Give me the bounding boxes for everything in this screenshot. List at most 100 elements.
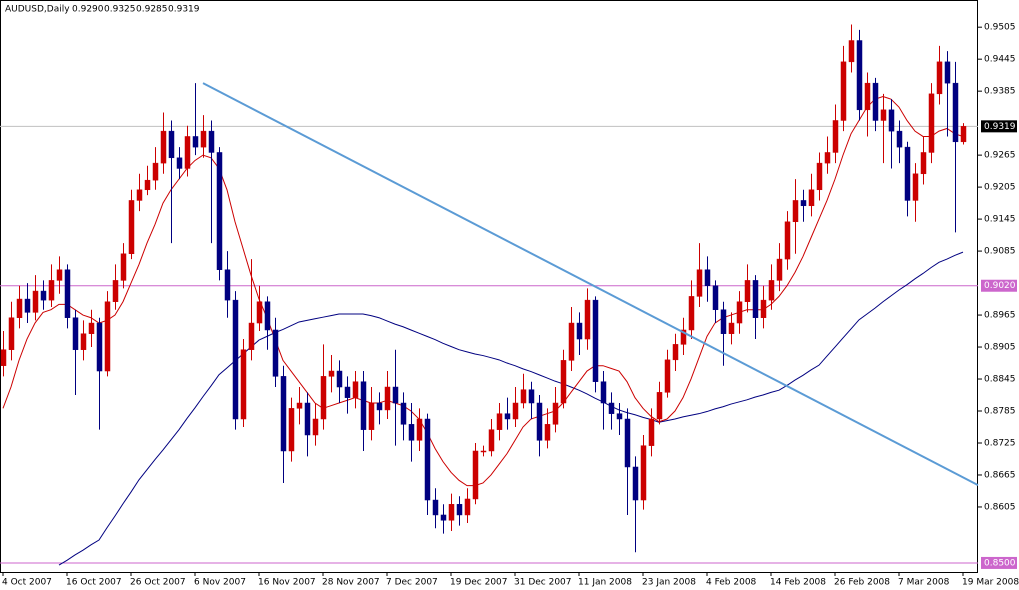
candle-body [8,317,15,350]
candle-body [320,376,327,420]
candle-body [200,130,207,148]
x-tick-label: 31 Dec 2007 [514,578,572,588]
candle-body [504,413,511,420]
candle-body [104,301,111,372]
candle-body [552,402,559,425]
candle-body [960,126,967,143]
candle-body [304,402,311,436]
candle-body [48,280,55,301]
candle-body [400,402,407,425]
y-tick-label: 0.8785 [984,407,1016,417]
candle-body [256,301,263,324]
candle-body [584,299,591,340]
y-tick-label: 0.9385 [984,87,1016,97]
candle-body [856,40,863,111]
candle-body [712,285,719,310]
candle-body [936,61,943,95]
x-tick-label: 26 Oct 2007 [130,578,186,588]
candle-body [560,360,567,404]
candle-body [744,280,751,302]
candle-body [784,221,791,260]
candle-body [144,179,151,191]
candle-body [536,402,543,441]
candle-body [24,298,31,313]
candle-body [752,280,759,318]
candle-body [848,40,855,63]
candle-body [216,152,223,270]
candle-body [120,253,127,281]
x-tick-label: 4 Oct 2007 [2,578,52,588]
candle-body [888,109,895,132]
x-tick-label: 4 Feb 2008 [706,578,757,588]
candle-body [592,299,599,382]
trend-line [202,82,979,486]
candle-body [728,322,735,334]
candle-body [368,402,375,430]
level-box [981,279,1017,292]
x-tick-label: 26 Feb 2008 [834,578,890,588]
candle-body [408,424,415,441]
candle-body [880,109,887,121]
candle-body [72,317,79,350]
candle-body [632,466,639,501]
candle-body [496,413,503,430]
candle-body [376,402,383,411]
candle-body [0,349,7,366]
x-tick-label: 23 Jan 2008 [642,578,696,588]
candle-body [720,309,727,334]
candle-body [776,258,783,281]
candle-body [688,296,695,331]
plot-frame [0,0,978,573]
candle-body [224,269,231,301]
y-tick-label: 0.9445 [984,55,1016,65]
candle-body [40,290,47,301]
candle-body [672,344,679,361]
candle-body [512,402,519,420]
candle-body [640,445,647,501]
x-tick-label: 11 Jan 2008 [578,578,632,588]
candle-body [208,130,215,153]
candle-body [160,130,167,164]
candle-body [944,61,951,84]
candle-body [576,322,583,340]
candle-body [912,173,919,201]
candle-body [520,389,527,404]
candle-body [96,322,103,372]
x-tick-label: 14 Feb 2008 [770,578,826,588]
ma-slow-line [58,251,964,566]
candle-body [360,381,367,430]
candle-body [192,136,199,148]
candle-body [696,269,703,297]
candle-body [488,429,495,452]
level-label: 0.9020 [984,281,1016,291]
candle-body [64,269,71,318]
x-tick-label: 7 Mar 2008 [898,578,950,588]
candle-body [832,120,839,153]
x-tick-label: 6 Nov 2007 [194,578,246,588]
level-box [981,556,1017,569]
candle-body [624,418,631,468]
candle-body [240,349,247,420]
y-tick-label: 0.9205 [984,183,1016,193]
candle-body [432,499,439,516]
header-close: 0.9319 [168,5,200,15]
candle-body [760,299,767,318]
chart-title: AUDUSD,Daily [5,5,70,15]
candle-body [384,386,391,411]
candle-body [952,82,959,143]
candle-body [152,162,159,181]
level-label: 0.9319 [984,122,1016,132]
y-tick-label: 0.9145 [984,215,1016,225]
candle-body [184,136,191,169]
candle-body [896,130,903,148]
candle-body [872,82,879,121]
y-tick-label: 0.8605 [984,502,1016,512]
candle-body [528,389,535,404]
candle-body [616,413,623,420]
candle-body [656,392,663,420]
candle-body [232,299,239,420]
candle-body [424,418,431,501]
level-label: 0.8500 [984,558,1016,568]
